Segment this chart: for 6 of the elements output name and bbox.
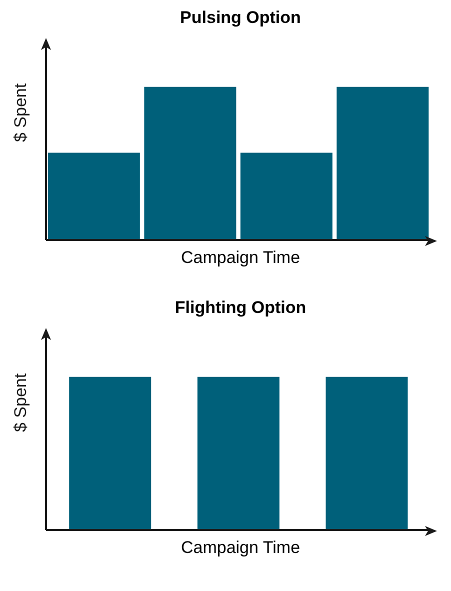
chart-title: Pulsing Option (179, 8, 302, 29)
x-axis-title: Campaign Time (180, 538, 302, 558)
x-axis-title: Campaign Time (180, 248, 302, 268)
y-axis-title: $ Spent (11, 83, 30, 142)
y-axis-title: $ Spent (11, 373, 30, 432)
chart-title: Flighting Option (174, 298, 308, 319)
